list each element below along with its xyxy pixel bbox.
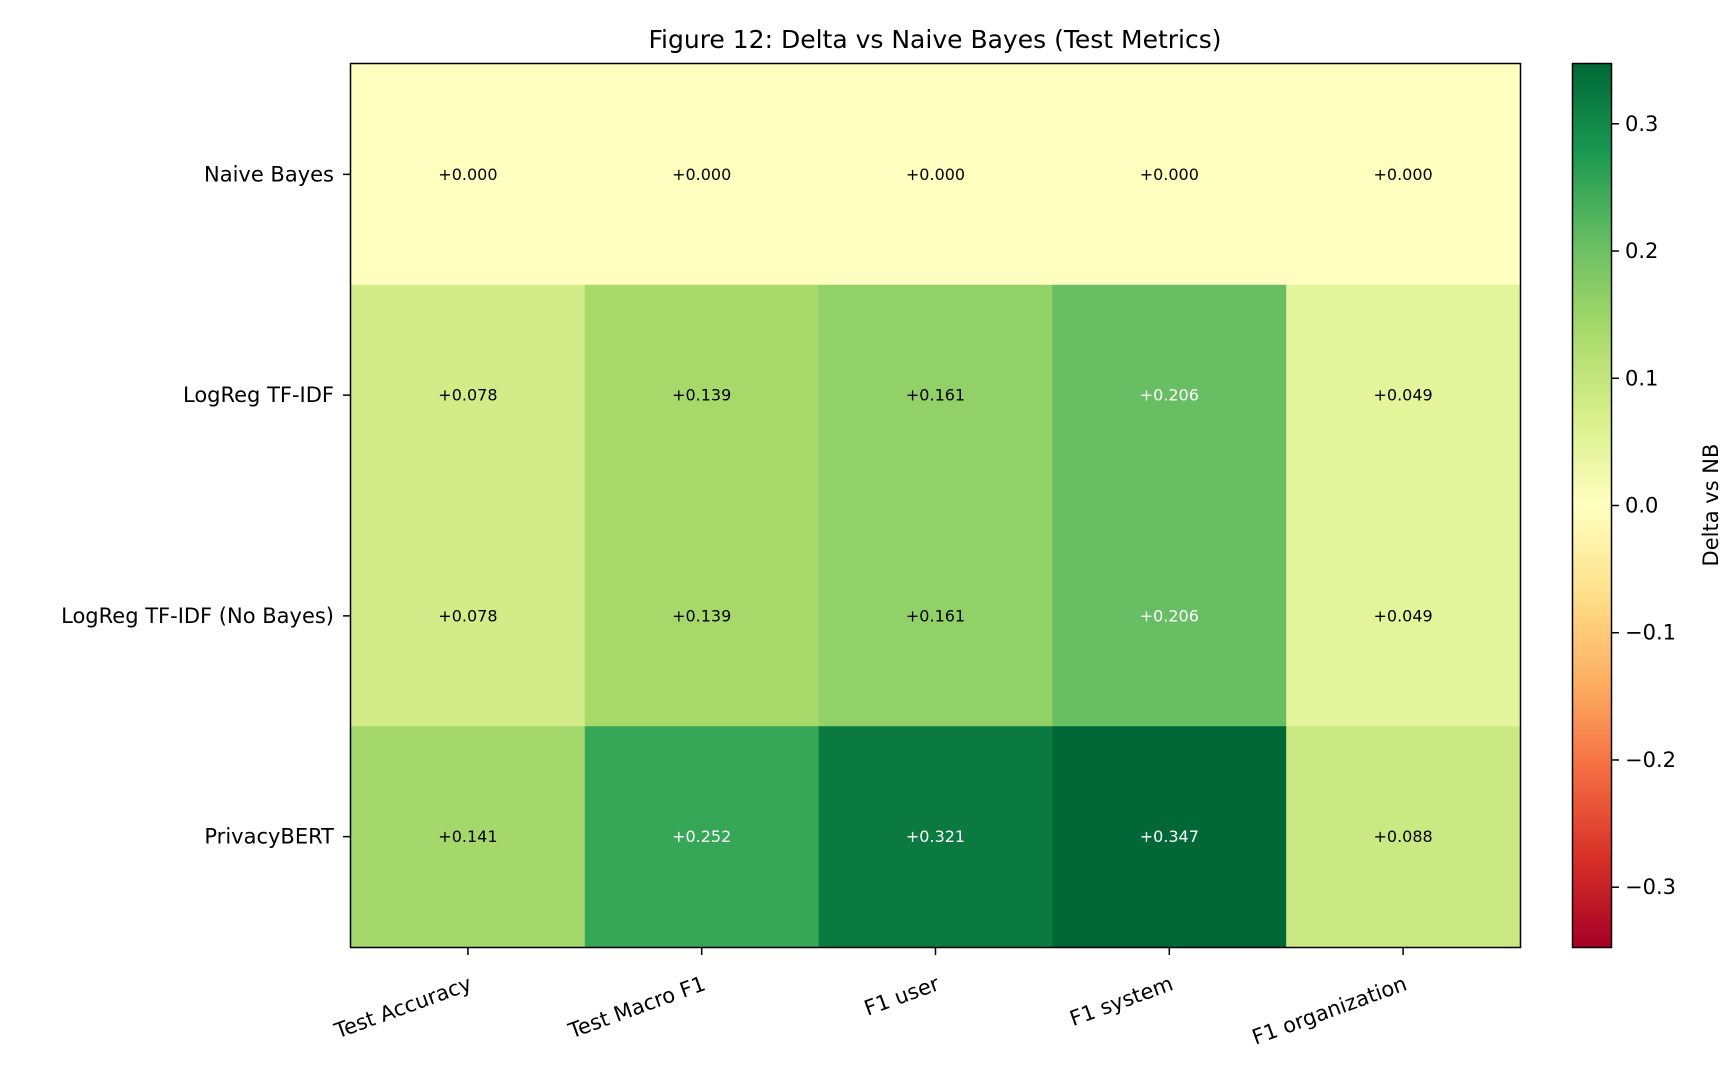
colorbar-tick-label: 0.1 <box>1625 366 1658 390</box>
x-axis: Test Accuracy Test Macro F1 F1 user F1 syst… <box>330 947 1410 1050</box>
heatmap-cell <box>1052 726 1287 948</box>
y-tick-label: LogReg TF-IDF <box>183 383 334 407</box>
heatmap-cell <box>1286 64 1521 286</box>
heatmap-cell <box>1286 284 1521 507</box>
x-tick-label: F1 system <box>1066 971 1176 1031</box>
heatmap-cell <box>1052 64 1287 286</box>
heatmap-cell <box>351 505 586 727</box>
cell-value-label: +0.139 <box>672 606 731 625</box>
chart-title: Figure 12: Delta vs Naive Bayes (Test Me… <box>648 25 1221 54</box>
cell-value-label: +0.161 <box>906 386 965 405</box>
cell-value-label: +0.206 <box>1140 386 1199 405</box>
heatmap-cell <box>1286 505 1521 727</box>
x-tick-label: Test Accuracy <box>330 971 474 1043</box>
heatmap-cell <box>1052 505 1287 727</box>
colorbar-tick-label: 0.0 <box>1625 494 1658 518</box>
cell-value-label: +0.141 <box>438 827 497 846</box>
cell-value-label: +0.000 <box>672 165 731 184</box>
colorbar-ticks: 0.3 0.2 0.1 0.0 −0.1 −0.2 −0.3 <box>1611 112 1676 899</box>
heatmap-cells <box>351 64 1521 948</box>
heatmap-cell <box>818 284 1053 507</box>
y-tick-label: PrivacyBERT <box>204 825 334 849</box>
cell-value-label: +0.000 <box>906 165 965 184</box>
cell-value-label: +0.078 <box>438 386 497 405</box>
heatmap-cell <box>818 505 1053 727</box>
cell-value-label: +0.049 <box>1373 386 1432 405</box>
cell-value-label: +0.049 <box>1373 606 1432 625</box>
cell-value-label: +0.252 <box>672 827 731 846</box>
heatmap-cell <box>818 726 1053 948</box>
colorbar-tick-label: −0.1 <box>1625 621 1676 645</box>
cell-value-label: +0.000 <box>1373 165 1432 184</box>
cell-value-label: +0.139 <box>672 386 731 405</box>
heatmap-cell <box>584 505 820 727</box>
colorbar-tick-label: 0.3 <box>1625 112 1658 136</box>
x-tick-label: F1 user <box>861 971 943 1020</box>
cell-value-label: +0.088 <box>1373 827 1432 846</box>
heatmap-cell <box>351 726 586 948</box>
heatmap-cell <box>1052 284 1287 507</box>
heatmap-cell <box>351 64 586 286</box>
heatmap-cell <box>351 284 586 507</box>
colorbar-tick-label: −0.3 <box>1625 875 1676 899</box>
cell-value-label: +0.321 <box>906 827 965 846</box>
cell-value-label: +0.000 <box>438 165 497 184</box>
y-tick-label: Naive Bayes <box>204 162 334 186</box>
heatmap-cell-labels: +0.000 +0.000 +0.000 +0.000 +0.000 +0.078 +0.1… <box>438 165 1432 846</box>
heatmap-cell <box>1286 726 1521 948</box>
heatmap-cell <box>584 284 820 507</box>
cell-value-label: +0.206 <box>1140 606 1199 625</box>
heatmap-cell <box>584 64 820 286</box>
heatmap-cell <box>584 726 820 948</box>
colorbar-tick-label: −0.2 <box>1625 748 1676 772</box>
x-tick-label: Test Macro F1 <box>564 971 708 1043</box>
y-axis: Naive Bayes LogReg TF-IDF LogReg TF-IDF (N… <box>61 162 351 849</box>
colorbar-gradient <box>1571 62 1613 949</box>
cell-value-label: +0.347 <box>1140 827 1199 846</box>
cell-value-label: +0.000 <box>1140 165 1199 184</box>
cell-value-label: +0.078 <box>438 606 497 625</box>
heatmap-cell <box>818 64 1053 286</box>
cell-value-label: +0.161 <box>906 606 965 625</box>
x-tick-label: F1 organization <box>1249 971 1410 1049</box>
y-tick-label: LogReg TF-IDF (No Bayes) <box>61 604 334 628</box>
colorbar-label: Delta vs NB <box>1699 444 1723 567</box>
colorbar: 0.3 0.2 0.1 0.0 −0.1 −0.2 −0.3 Delta vs NB <box>1571 62 1723 949</box>
colorbar-tick-label: 0.2 <box>1625 239 1658 263</box>
